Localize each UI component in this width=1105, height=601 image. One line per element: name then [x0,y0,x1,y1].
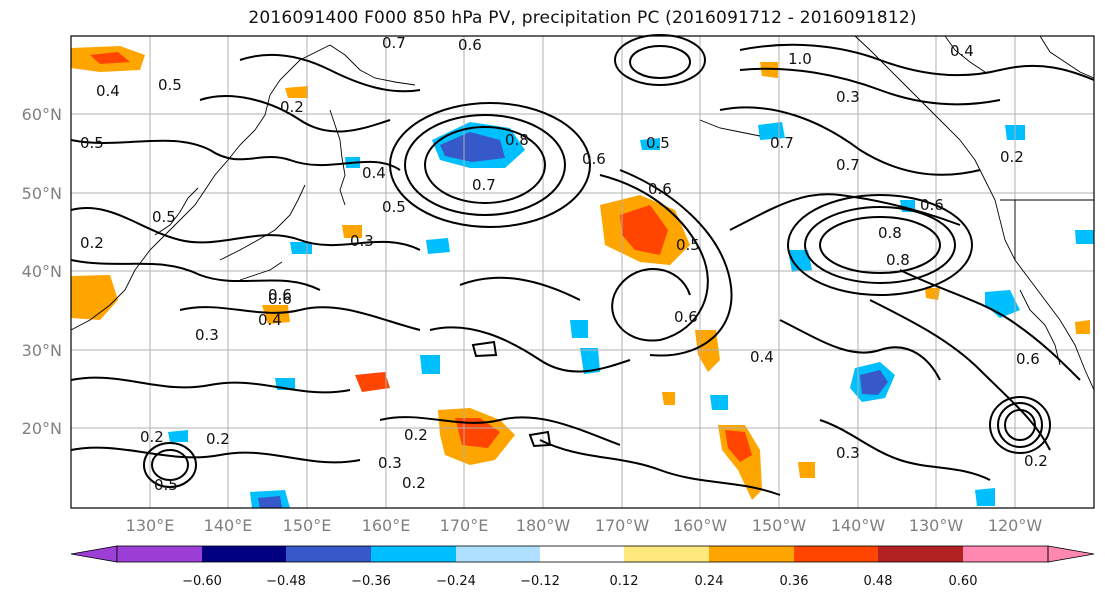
contour-label: 0.3 [836,88,860,106]
colorbar-segment [794,546,878,562]
contour-label: 0.5 [382,198,406,216]
lat-label-30n: 30°N [22,341,62,360]
contour-label: 0.2 [404,426,428,444]
contour-label: 0.3 [195,326,219,344]
colorbar-segment [286,546,371,562]
colorbar-segment [456,546,540,562]
contour-label: 0.7 [770,134,794,152]
contour-label: 0.6 [920,196,944,214]
contour-label: 0.6 [268,286,292,304]
contour-label: 0.3 [378,454,402,472]
contour-label: 0.2 [402,474,426,492]
contour-labels: 0.4 0.5 0.5 0.2 0.6 0.2 0.4 0.5 0.3 0.5 … [80,34,1048,494]
colorbar-tick-label: 0.48 [864,574,893,589]
contour-label: 0.6 [674,308,698,326]
colorbar-tick-label: −0.12 [520,574,560,589]
lon-label: 120°W [988,516,1043,535]
contour-label: 0.4 [96,82,120,100]
colorbar-segments [70,545,1095,563]
lon-label: 170°W [595,516,650,535]
coastlines [70,35,1095,391]
contour-label: 0.6 [648,180,672,198]
lon-label: 170°E [440,516,489,535]
colorbar-tick-label: 0.24 [695,574,724,589]
colorbar-tick-label: 0.60 [949,574,978,589]
colorbar: −0.60 −0.48 −0.36 −0.24 −0.12 0.12 0.24 … [70,545,1095,589]
gridlines [71,36,1094,508]
contour-label: 0.8 [878,224,902,242]
contour-label: 0.5 [80,134,104,152]
colorbar-segment [371,546,456,562]
lon-label: 180°W [516,516,571,535]
lat-label-20n: 20°N [22,419,62,438]
contour-label: 0.4 [750,348,774,366]
map-frame [70,35,1095,509]
contour-label: 0.2 [280,98,304,116]
contour-label: 0.2 [140,428,164,446]
contour-label: 0.7 [382,34,406,52]
lon-label: 150°E [283,516,332,535]
lon-label: 140°W [831,516,886,535]
pv-contours [70,34,1095,496]
contour-label: 0.2 [1024,452,1048,470]
colorbar-tick-label: −0.60 [182,574,222,589]
colorbar-segment [963,546,1048,562]
contour-label: 0.3 [836,444,860,462]
precip-negative-shading [168,122,1094,508]
contour-label: 0.3 [350,232,374,250]
colorbar-segment [624,546,709,562]
contour-label: 0.8 [886,251,910,269]
colorbar-tick-label: 0.36 [780,574,809,589]
lat-label-60n: 60°N [22,105,62,124]
contour-label: 0.7 [836,156,860,174]
contour-label: 0.5 [158,76,182,94]
colorbar-segment [540,546,624,562]
colorbar-tick-labels: −0.60 −0.48 −0.36 −0.24 −0.12 0.12 0.24 … [182,574,977,589]
lat-label-40n: 40°N [22,262,62,281]
contour-label: 0.8 [505,131,529,149]
contour-label: 0.5 [646,134,670,152]
contour-label: 0.6 [268,290,292,308]
longitude-labels: 130°E 140°E 150°E 160°E 170°E 180°W 170°… [126,516,1043,535]
colorbar-segment [709,546,794,562]
colorbar-segment [202,546,286,562]
contour-label: 0.2 [206,430,230,448]
lon-label: 130°W [909,516,964,535]
lon-label: 160°E [362,516,411,535]
colorbar-extension-high [1047,545,1095,563]
lon-label: 130°E [126,516,175,535]
contour-label: 1.0 [788,50,812,68]
contour-label: 0.4 [950,42,974,60]
colorbar-tick-label: 0.12 [610,574,639,589]
contour-label: 0.7 [472,176,496,194]
contour-label: 0.5 [152,208,176,226]
contour-label: 0.5 [676,236,700,254]
colorbar-outline [116,545,1049,563]
colorbar-tick-label: −0.36 [351,574,391,589]
contour-label: 0.5 [154,476,178,494]
contour-label: 0.2 [1000,148,1024,166]
colorbar-segment [878,546,963,562]
contour-label: 0.4 [258,311,282,329]
colorbar-segment [117,546,202,562]
contour-label: 0.4 [362,164,386,182]
lon-label: 160°W [673,516,728,535]
lon-label: 150°W [752,516,807,535]
contour-label: 0.6 [582,150,606,168]
contour-label: 0.6 [1016,350,1040,368]
contour-label: 0.6 [458,36,482,54]
map-title: 2016091400 F000 850 hPa PV, precipitatio… [248,8,917,28]
colorbar-tick-label: −0.48 [266,574,306,589]
contour-label: 0.2 [80,234,104,252]
colorbar-extension-low [70,545,118,563]
map-background [71,36,1094,508]
colorbar-tick-label: −0.24 [436,574,476,589]
lat-label-50n: 50°N [22,184,62,203]
latitude-labels: 60°N 50°N 40°N 30°N 20°N [22,105,62,438]
lon-label: 140°E [204,516,253,535]
